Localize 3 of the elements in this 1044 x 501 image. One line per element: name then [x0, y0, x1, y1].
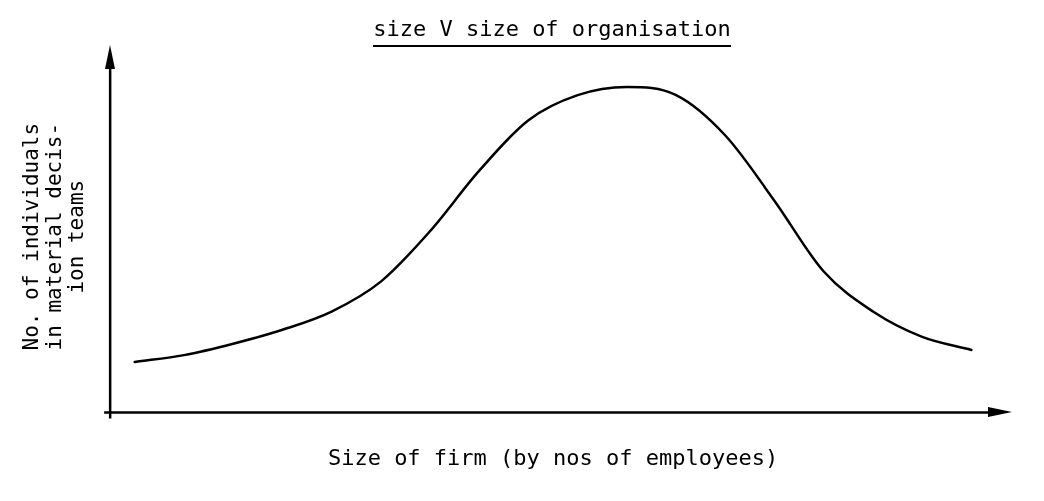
- y-axis-title: No. of individuals in material decis- ion teams: [19, 122, 88, 351]
- x-axis-title: Size of firm (by nos of employees): [327, 444, 779, 470]
- chart-title: size V size of organisation: [373, 16, 731, 47]
